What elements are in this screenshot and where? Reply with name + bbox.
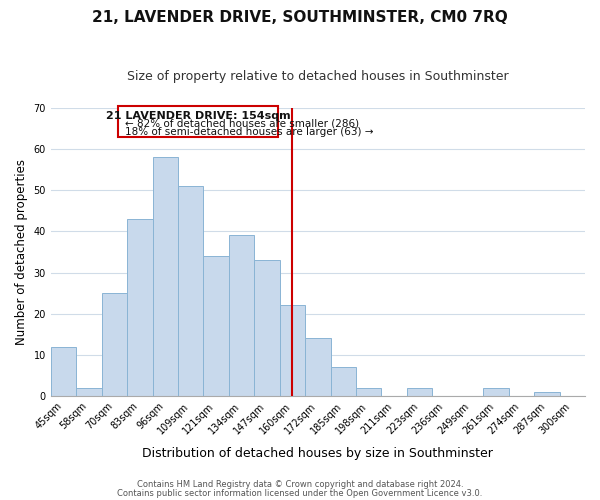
Bar xyxy=(305,338,331,396)
Bar xyxy=(331,368,356,396)
Y-axis label: Number of detached properties: Number of detached properties xyxy=(15,159,28,345)
Bar xyxy=(152,157,178,396)
Bar xyxy=(178,186,203,396)
Bar xyxy=(51,346,76,396)
Bar xyxy=(203,256,229,396)
Bar xyxy=(280,306,305,396)
Bar xyxy=(254,260,280,396)
Title: Size of property relative to detached houses in Southminster: Size of property relative to detached ho… xyxy=(127,70,509,83)
Text: Contains HM Land Registry data © Crown copyright and database right 2024.: Contains HM Land Registry data © Crown c… xyxy=(137,480,463,489)
Text: 18% of semi-detached houses are larger (63) →: 18% of semi-detached houses are larger (… xyxy=(125,127,373,137)
Text: 21, LAVENDER DRIVE, SOUTHMINSTER, CM0 7RQ: 21, LAVENDER DRIVE, SOUTHMINSTER, CM0 7R… xyxy=(92,10,508,25)
Text: ← 82% of detached houses are smaller (286): ← 82% of detached houses are smaller (28… xyxy=(125,119,359,129)
Bar xyxy=(229,236,254,396)
Text: Contains public sector information licensed under the Open Government Licence v3: Contains public sector information licen… xyxy=(118,488,482,498)
Bar xyxy=(356,388,382,396)
Bar xyxy=(407,388,433,396)
Text: 21 LAVENDER DRIVE: 154sqm: 21 LAVENDER DRIVE: 154sqm xyxy=(106,110,290,120)
FancyBboxPatch shape xyxy=(118,106,278,137)
Bar xyxy=(101,293,127,396)
Bar xyxy=(127,219,152,396)
X-axis label: Distribution of detached houses by size in Southminster: Distribution of detached houses by size … xyxy=(142,447,493,460)
Bar xyxy=(534,392,560,396)
Bar xyxy=(76,388,101,396)
Bar xyxy=(483,388,509,396)
